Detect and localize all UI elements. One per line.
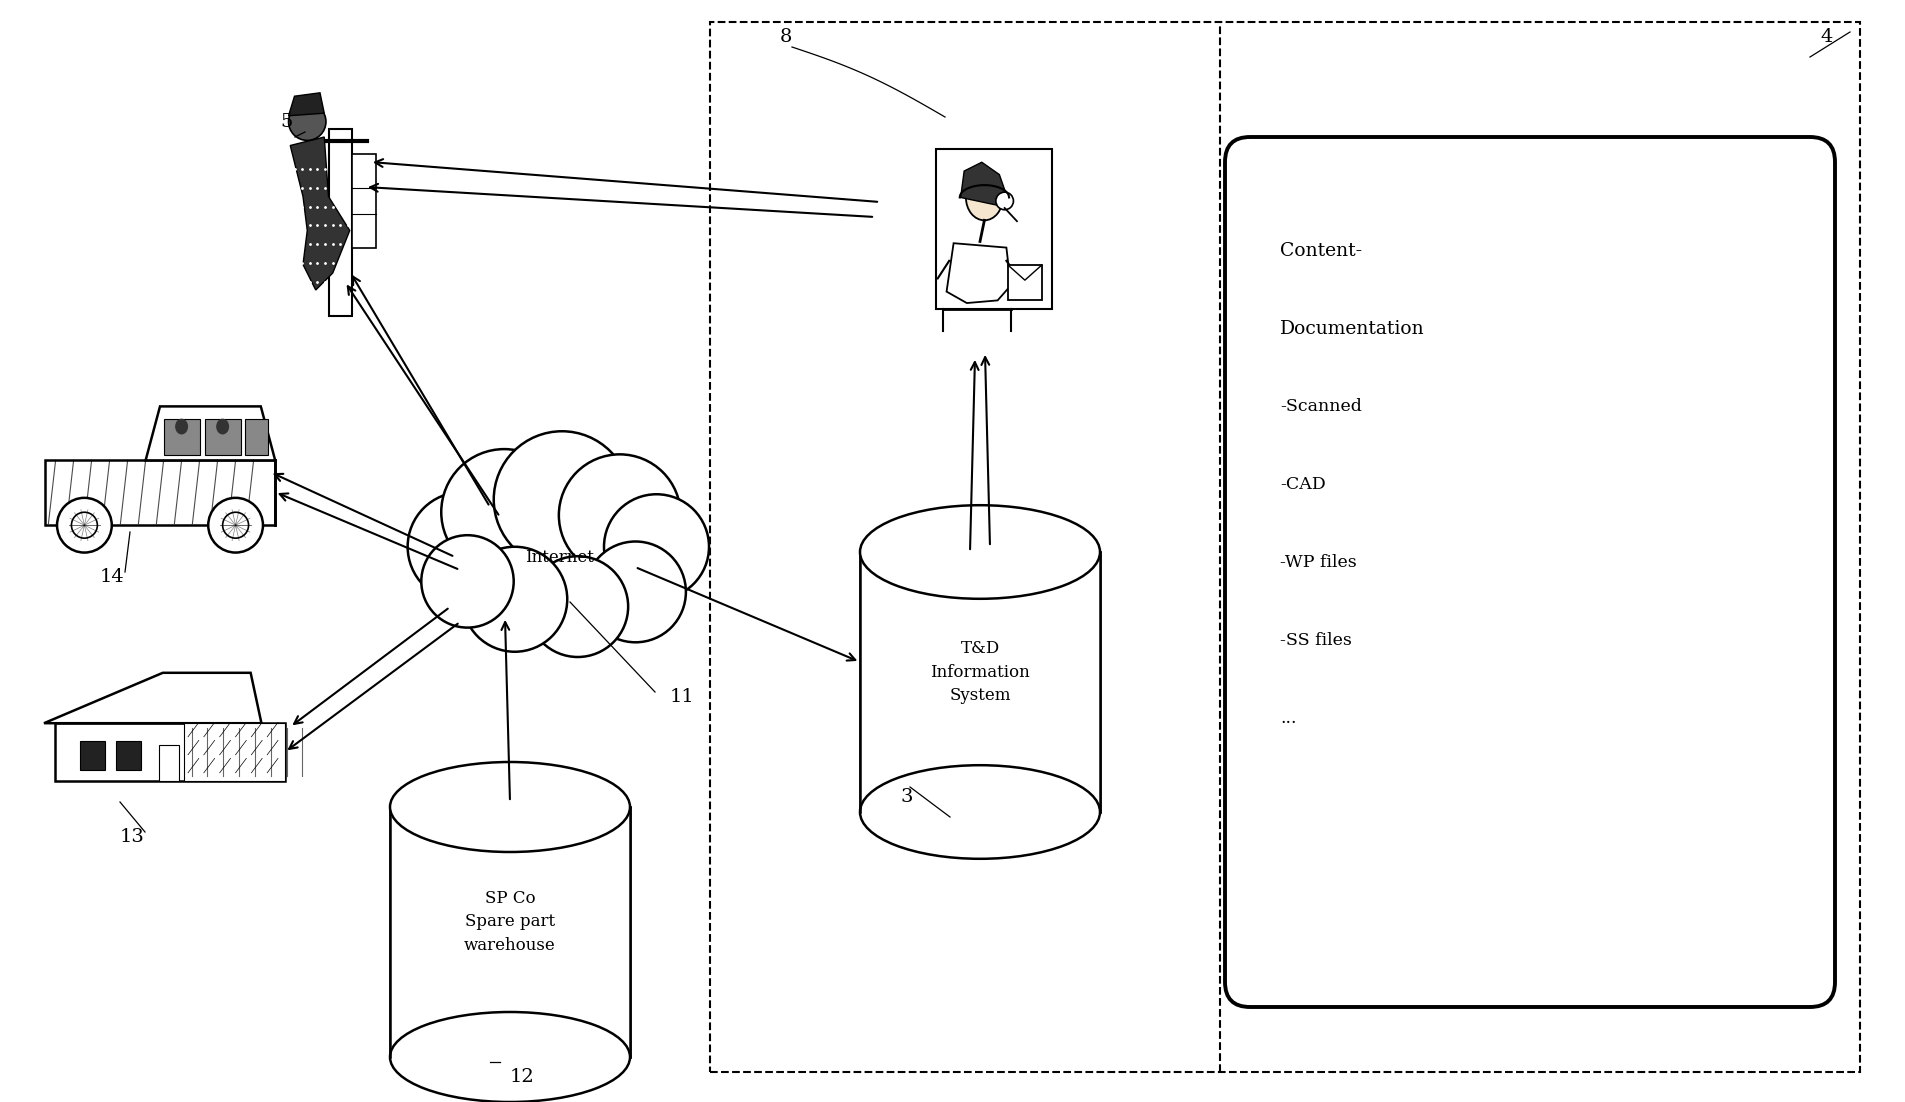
Ellipse shape [391, 1012, 631, 1102]
Bar [328, 129, 352, 315]
Polygon shape [288, 93, 324, 116]
Ellipse shape [859, 505, 1099, 598]
Text: 3: 3 [899, 788, 912, 806]
Bar [859, 552, 1099, 812]
Bar [935, 149, 1052, 310]
Polygon shape [44, 673, 261, 723]
Bar [116, 742, 141, 770]
Ellipse shape [391, 761, 631, 852]
Circle shape [57, 498, 112, 552]
Bar [204, 420, 240, 455]
Text: 5: 5 [280, 114, 291, 131]
Text: 4: 4 [1819, 28, 1831, 46]
Text: 8: 8 [779, 28, 792, 46]
Circle shape [994, 192, 1013, 209]
Bar [80, 742, 105, 770]
FancyBboxPatch shape [1225, 137, 1835, 1007]
Bar [46, 461, 274, 526]
Text: -WP files: -WP files [1280, 554, 1356, 571]
Text: -SS files: -SS files [1280, 633, 1351, 649]
Text: 14: 14 [99, 568, 124, 586]
Text: -CAD: -CAD [1280, 476, 1326, 493]
Bar [185, 723, 286, 781]
Bar [164, 420, 200, 455]
Ellipse shape [175, 419, 189, 434]
Ellipse shape [859, 765, 1099, 858]
Text: ...: ... [1280, 710, 1295, 727]
Text: -Scanned: -Scanned [1280, 398, 1362, 415]
Bar [246, 420, 269, 455]
Bar [391, 807, 631, 1057]
Bar [352, 154, 375, 248]
Polygon shape [290, 137, 349, 290]
Text: Internet: Internet [526, 549, 594, 565]
Ellipse shape [966, 174, 1002, 220]
Text: Content-: Content- [1280, 242, 1362, 260]
Text: 12: 12 [511, 1068, 535, 1085]
Bar [55, 723, 286, 781]
Circle shape [208, 498, 263, 552]
Polygon shape [947, 244, 1010, 303]
Text: 13: 13 [120, 828, 145, 846]
Polygon shape [1008, 266, 1040, 301]
Circle shape [288, 102, 326, 140]
Polygon shape [145, 407, 274, 461]
Text: 11: 11 [671, 688, 695, 706]
Text: T&D
Information
System: T&D Information System [930, 640, 1029, 704]
Text: Documentation: Documentation [1280, 320, 1423, 338]
Bar [160, 745, 179, 781]
Ellipse shape [215, 419, 229, 434]
Polygon shape [960, 162, 1006, 206]
Circle shape [70, 512, 97, 538]
Bar [711, 22, 1859, 1072]
Text: SP Co
Spare part
warehouse: SP Co Spare part warehouse [465, 890, 556, 954]
Circle shape [223, 512, 248, 538]
